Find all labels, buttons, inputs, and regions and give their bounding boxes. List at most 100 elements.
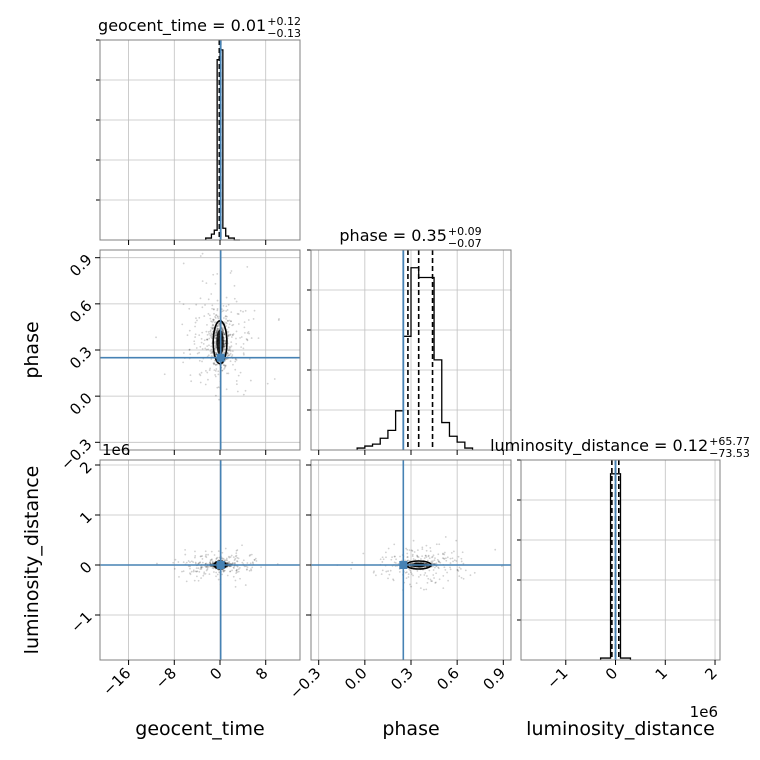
sample-point <box>211 328 214 330</box>
sample-point <box>410 585 413 588</box>
sample-point <box>189 565 191 568</box>
sample-point <box>253 558 256 561</box>
sample-point <box>215 352 217 355</box>
sample-point <box>201 558 204 560</box>
sample-point <box>234 360 237 363</box>
sample-point <box>198 373 201 376</box>
sample-point <box>241 561 244 564</box>
sample-point <box>225 318 227 320</box>
sample-point <box>424 554 427 557</box>
sample-point <box>225 322 228 325</box>
sample-point <box>423 588 425 591</box>
sample-point <box>423 574 426 576</box>
sample-point <box>210 332 213 335</box>
sample-point <box>222 557 225 560</box>
sample-point <box>173 567 176 570</box>
sample-point <box>243 326 246 329</box>
sample-point <box>214 334 217 337</box>
sample-point <box>411 550 414 552</box>
sample-point <box>443 551 446 554</box>
axes-layer: geocent_time = 0.01 +0.12−0.13 phase = 0.3… <box>21 15 750 740</box>
sample-point <box>185 561 188 564</box>
sample-point <box>406 556 409 558</box>
sample-point <box>446 571 449 574</box>
sample-point <box>205 556 208 559</box>
title-main: phase = 0.35 <box>339 226 446 245</box>
sample-point <box>209 317 212 320</box>
sample-point <box>235 569 238 572</box>
sample-point <box>223 368 225 370</box>
sample-point <box>221 310 224 313</box>
sample-point <box>421 546 424 549</box>
sample-point <box>163 373 166 376</box>
sample-point <box>227 562 230 565</box>
sample-point <box>217 550 220 553</box>
sample-point <box>198 351 201 354</box>
sample-point <box>208 565 211 568</box>
sample-point <box>200 371 203 374</box>
sample-point <box>241 544 243 547</box>
sample-point <box>223 569 226 572</box>
sample-point <box>435 572 438 575</box>
sample-point <box>228 556 231 559</box>
sample-point <box>224 315 227 318</box>
sample-point <box>211 324 214 327</box>
sample-point <box>226 352 229 354</box>
offset-labels: 1e6 1e6 <box>102 441 718 721</box>
sample-point <box>210 336 213 339</box>
sample-point <box>211 323 214 326</box>
sample-point <box>372 571 375 574</box>
sample-point <box>232 566 235 569</box>
sample-point <box>473 571 476 574</box>
sample-point <box>432 565 434 568</box>
sample-point <box>189 567 191 570</box>
sample-point <box>442 552 444 555</box>
sample-point <box>210 352 212 355</box>
sample-point <box>235 552 238 555</box>
axes-frame <box>99 39 301 241</box>
sample-point <box>198 316 201 319</box>
sample-point <box>223 343 226 346</box>
sample-point <box>236 571 239 573</box>
sample-point <box>410 571 412 574</box>
sample-point <box>235 359 238 361</box>
sample-point <box>232 333 235 335</box>
sample-point <box>450 551 453 554</box>
sample-point <box>193 343 196 345</box>
sample-point <box>412 539 415 542</box>
sample-point <box>221 557 224 560</box>
sample-point <box>189 573 192 576</box>
sample-point <box>404 559 406 562</box>
sample-point <box>229 570 231 573</box>
sample-point <box>210 358 213 360</box>
sample-point <box>182 262 185 265</box>
sample-point <box>223 343 226 346</box>
sample-point <box>226 566 228 569</box>
sample-point <box>174 558 177 561</box>
x-tick-label: 0 <box>206 664 225 683</box>
sample-point <box>438 578 441 581</box>
sample-point <box>199 297 202 300</box>
sample-point <box>381 556 384 559</box>
sample-point <box>413 551 416 553</box>
sample-point <box>416 570 419 572</box>
sample-point <box>410 565 413 568</box>
axes-frame <box>520 459 721 661</box>
sample-point <box>245 569 248 571</box>
sample-point <box>452 560 454 563</box>
sample-point <box>242 342 245 345</box>
sample-point <box>194 561 197 564</box>
title-main: luminosity_distance = 0.12 <box>490 436 708 456</box>
sample-point <box>273 378 276 380</box>
sample-point <box>420 558 422 560</box>
sample-point <box>244 309 247 312</box>
sample-point <box>199 568 202 571</box>
sample-point <box>236 560 239 563</box>
sample-point <box>223 333 226 336</box>
sample-point <box>227 320 229 322</box>
sample-point <box>224 365 227 367</box>
sample-point <box>225 296 228 299</box>
sample-point <box>380 573 383 575</box>
sample-point <box>230 554 233 557</box>
sample-point <box>246 568 248 571</box>
